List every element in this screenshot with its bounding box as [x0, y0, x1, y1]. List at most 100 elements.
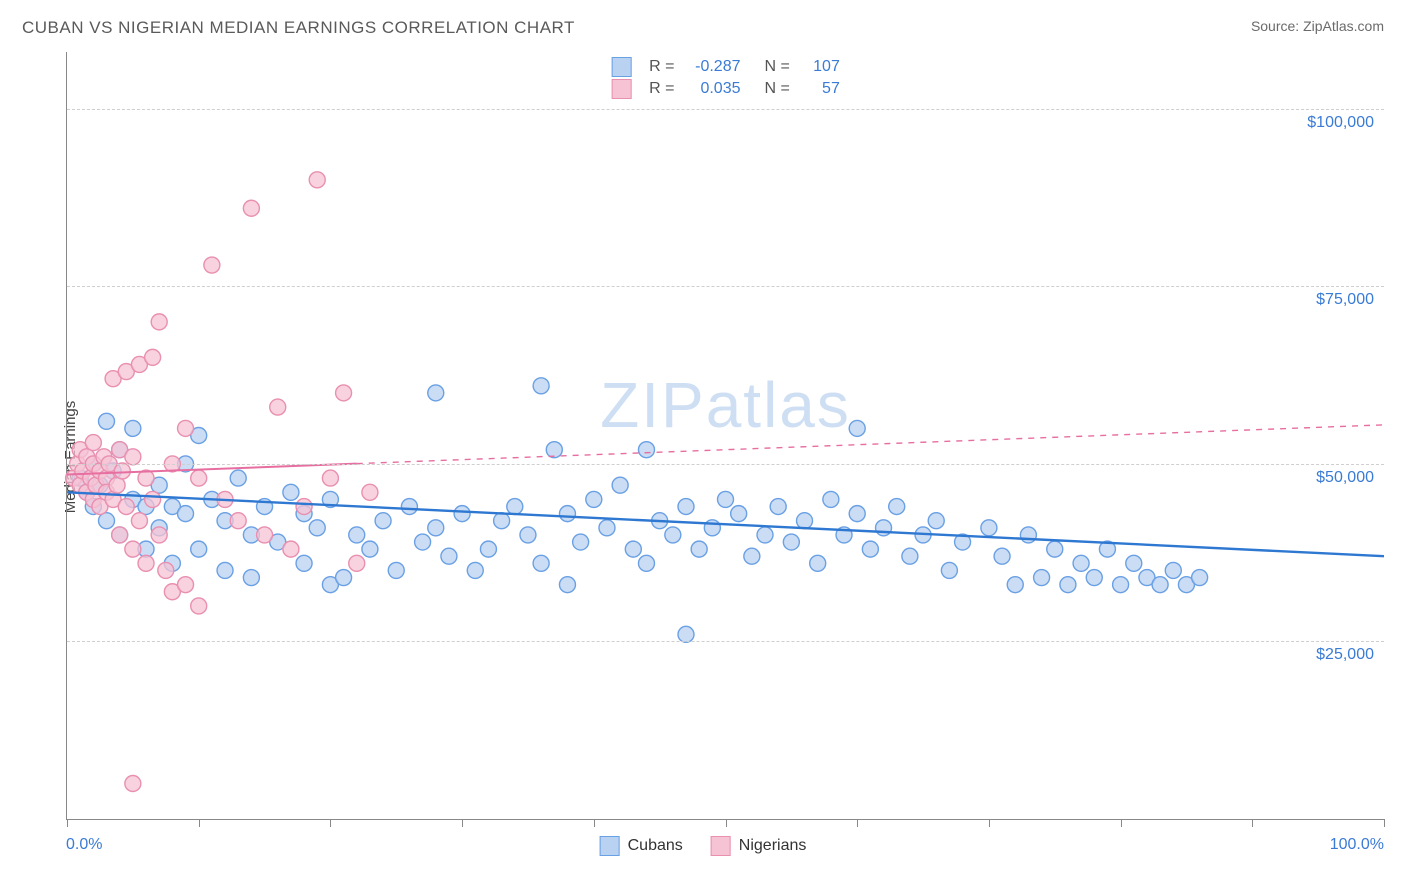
data-point	[230, 513, 246, 529]
data-point	[546, 442, 562, 458]
data-point	[1086, 570, 1102, 586]
data-point	[731, 506, 747, 522]
data-point	[770, 499, 786, 515]
data-point	[138, 555, 154, 571]
data-point	[270, 399, 286, 415]
x-tick	[1121, 819, 1122, 827]
data-point	[375, 513, 391, 529]
data-point	[559, 577, 575, 593]
data-point	[1047, 541, 1063, 557]
data-point	[876, 520, 892, 536]
legend-item: Nigerians	[711, 836, 807, 856]
data-point	[1113, 577, 1129, 593]
data-point	[283, 484, 299, 500]
source-prefix: Source:	[1251, 18, 1303, 34]
data-point	[1020, 527, 1036, 543]
source-attribution: Source: ZipAtlas.com	[1251, 18, 1384, 34]
data-point	[99, 413, 115, 429]
y-tick-label: $50,000	[1316, 469, 1374, 487]
n-label: N =	[765, 80, 790, 98]
data-point	[178, 577, 194, 593]
data-point	[520, 527, 536, 543]
x-tick	[594, 819, 595, 827]
y-tick-label: $100,000	[1307, 114, 1374, 132]
x-tick	[1252, 819, 1253, 827]
data-point	[114, 463, 130, 479]
data-point	[1060, 577, 1076, 593]
plot-area: ZIPatlas R =-0.287N =107R =0.035N =57 $2…	[66, 52, 1384, 820]
n-label: N =	[765, 58, 790, 76]
correlation-legend: R =-0.287N =107R =0.035N =57	[611, 56, 840, 100]
data-point	[362, 484, 378, 500]
chart-title: CUBAN VS NIGERIAN MEDIAN EARNINGS CORREL…	[22, 18, 575, 38]
data-point	[1192, 570, 1208, 586]
data-point	[85, 435, 101, 451]
data-point	[362, 541, 378, 557]
x-tick	[330, 819, 331, 827]
r-label: R =	[649, 80, 674, 98]
data-point	[336, 385, 352, 401]
y-tick-label: $25,000	[1316, 646, 1374, 664]
x-tick	[199, 819, 200, 827]
x-tick	[726, 819, 727, 827]
data-point	[810, 555, 826, 571]
data-point	[1007, 577, 1023, 593]
data-point	[309, 520, 325, 536]
data-point	[309, 172, 325, 188]
data-point	[1126, 555, 1142, 571]
legend-swatch	[711, 836, 731, 856]
legend-label: Cubans	[628, 837, 683, 854]
data-point	[118, 499, 134, 515]
data-point	[349, 527, 365, 543]
data-point	[322, 470, 338, 486]
data-point	[125, 775, 141, 791]
data-point	[599, 520, 615, 536]
data-point	[1152, 577, 1168, 593]
data-point	[862, 541, 878, 557]
scatter-svg	[67, 52, 1384, 819]
data-point	[243, 200, 259, 216]
data-point	[467, 562, 483, 578]
series-legend: Cubans Nigerians	[600, 836, 807, 856]
data-point	[125, 420, 141, 436]
data-point	[823, 491, 839, 507]
gridline	[67, 464, 1384, 465]
data-point	[638, 555, 654, 571]
data-point	[151, 527, 167, 543]
data-point	[902, 548, 918, 564]
data-point	[191, 598, 207, 614]
gridline	[67, 286, 1384, 287]
n-value: 107	[800, 58, 840, 76]
data-point	[678, 626, 694, 642]
data-point	[191, 470, 207, 486]
data-point	[217, 562, 233, 578]
legend-label: Nigerians	[739, 837, 807, 854]
data-point	[428, 385, 444, 401]
x-tick	[1384, 819, 1385, 827]
data-point	[480, 541, 496, 557]
data-point	[638, 442, 654, 458]
legend-row: R =-0.287N =107	[611, 56, 840, 78]
legend-swatch	[611, 57, 631, 77]
data-point	[283, 541, 299, 557]
data-point	[612, 477, 628, 493]
source-link[interactable]: ZipAtlas.com	[1303, 18, 1384, 34]
data-point	[1165, 562, 1181, 578]
data-point	[428, 520, 444, 536]
data-point	[928, 513, 944, 529]
data-point	[757, 527, 773, 543]
data-point	[204, 257, 220, 273]
data-point	[112, 527, 128, 543]
data-point	[151, 314, 167, 330]
data-point	[125, 449, 141, 465]
data-point	[573, 534, 589, 550]
chart-container: Median Earnings ZIPatlas R =-0.287N =107…	[22, 52, 1384, 862]
legend-item: Cubans	[600, 836, 683, 856]
data-point	[131, 513, 147, 529]
data-point	[494, 513, 510, 529]
data-point	[336, 570, 352, 586]
data-point	[559, 506, 575, 522]
data-point	[507, 499, 523, 515]
data-point	[941, 562, 957, 578]
gridline	[67, 109, 1384, 110]
